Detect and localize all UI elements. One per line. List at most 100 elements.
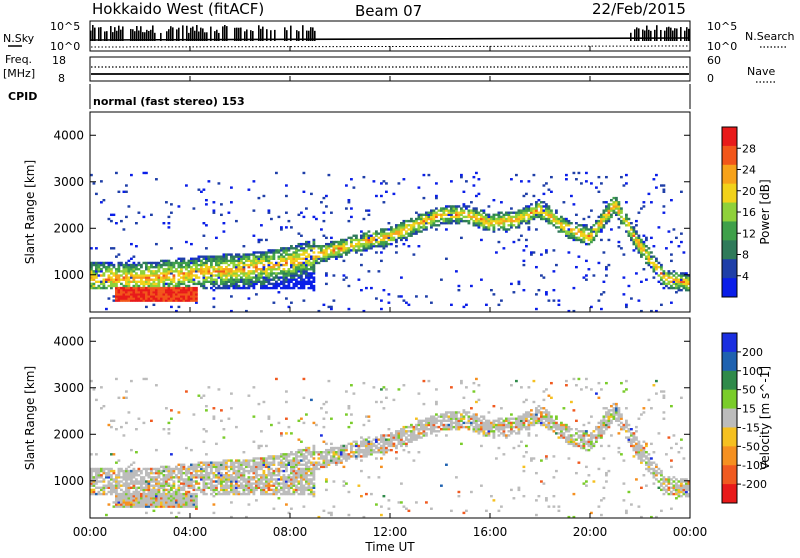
power-cell	[425, 212, 428, 214]
power-cell	[565, 235, 568, 237]
velocity-cell	[220, 485, 223, 487]
power-cell	[368, 239, 371, 241]
power-cell	[458, 218, 461, 220]
velocity-cell	[205, 461, 208, 463]
power-cell	[115, 293, 118, 295]
velocity-cell	[140, 493, 143, 495]
power-cell	[115, 283, 118, 285]
power-cell	[333, 241, 336, 243]
power-cell	[220, 270, 223, 272]
velocity-cell	[195, 468, 198, 470]
power-cell	[138, 212, 141, 214]
power-cell	[270, 266, 273, 268]
power-cell	[130, 268, 133, 270]
velocity-cell	[285, 453, 288, 455]
velocity-cell	[168, 491, 171, 493]
velocity-cell	[430, 415, 433, 417]
power-cell	[343, 245, 346, 247]
velocity-cell	[273, 455, 276, 457]
velocity-cell	[258, 464, 261, 466]
velocity-cell	[153, 472, 156, 474]
velocity-cell	[463, 415, 466, 417]
velocity-cell	[483, 418, 486, 420]
power-cell	[233, 281, 236, 283]
velocity-cell	[423, 380, 426, 382]
velocity-cell	[128, 503, 131, 505]
velocity-cell	[498, 428, 501, 430]
velocity-cell	[265, 461, 268, 463]
power-cell	[218, 255, 221, 257]
power-cell	[453, 205, 456, 207]
power-cell	[630, 239, 633, 241]
power-cell	[508, 228, 511, 230]
power-cell	[380, 230, 383, 232]
power-cell	[518, 281, 521, 283]
power-cell	[658, 266, 661, 268]
velocity-cell	[233, 476, 236, 478]
velocity-cell	[275, 474, 278, 476]
velocity-cell	[298, 455, 301, 457]
power-cell	[555, 222, 558, 224]
velocity-cell	[370, 449, 373, 451]
velocity-cell	[478, 424, 481, 426]
power-cell	[680, 279, 683, 281]
power-cell	[593, 239, 596, 241]
velocity-cell	[223, 466, 226, 468]
power-cell	[475, 172, 478, 174]
power-cell	[278, 255, 281, 257]
velocity-cell	[340, 461, 343, 463]
velocity-cell	[285, 418, 288, 420]
power-cell	[178, 306, 181, 308]
power-cell	[180, 289, 183, 291]
power-cell	[198, 283, 201, 285]
velocity-cell	[190, 485, 193, 487]
power-cell	[618, 201, 621, 203]
velocity-cell	[118, 499, 121, 501]
velocity-cell	[435, 426, 438, 428]
velocity-cell	[230, 489, 233, 491]
power-cell	[380, 195, 383, 197]
power-cell	[373, 232, 376, 234]
power-cell	[563, 220, 566, 222]
power-cell	[493, 214, 496, 216]
power-cell	[213, 212, 216, 214]
power-cell	[425, 214, 428, 216]
power-cell	[568, 220, 571, 222]
power-cell	[515, 226, 518, 228]
power-cell	[163, 264, 166, 266]
velocity-cell	[180, 495, 183, 497]
velocity-cell	[293, 466, 296, 468]
velocity-cell	[248, 482, 251, 484]
power-cell	[373, 239, 376, 241]
velocity-cell	[205, 478, 208, 480]
power-cell	[215, 237, 218, 239]
power-cell	[95, 270, 98, 272]
power-cell	[350, 178, 353, 180]
power-cell	[650, 251, 653, 253]
velocity-cell	[298, 468, 301, 470]
velocity-cell	[365, 453, 368, 455]
power-cell	[565, 220, 568, 222]
power-cell	[105, 268, 108, 270]
power-cell	[130, 299, 133, 301]
power-cell	[198, 276, 201, 278]
power-cell	[573, 203, 576, 205]
velocity-cell	[288, 491, 291, 493]
velocity-cell	[468, 411, 471, 413]
velocity-cell	[110, 487, 113, 489]
power-cell	[578, 239, 581, 241]
velocity-cell	[113, 470, 116, 472]
velocity-cell	[255, 472, 258, 474]
power-cell	[303, 253, 306, 255]
velocity-cell	[280, 455, 283, 457]
velocity-cell	[100, 480, 103, 482]
velocity-cell	[425, 418, 428, 420]
velocity-cell	[175, 501, 178, 503]
velocity-cell	[228, 493, 231, 495]
power-cell	[140, 266, 143, 268]
velocity-cell	[490, 422, 493, 424]
velocity-cell	[155, 493, 158, 495]
power-cell	[420, 222, 423, 224]
velocity-cell	[303, 476, 306, 478]
power-cell	[303, 299, 306, 301]
